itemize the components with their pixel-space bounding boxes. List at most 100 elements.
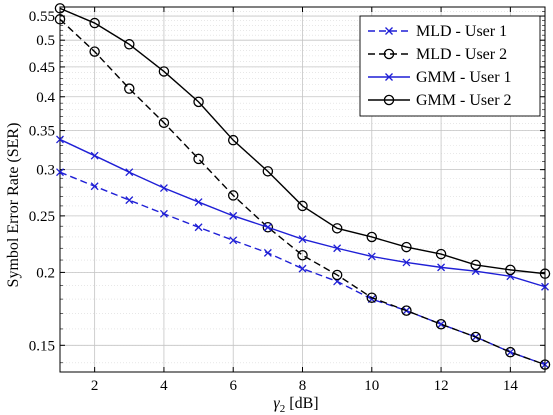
data-point — [54, 14, 66, 25]
axes: 0.15 0.2 0.25 0.3 0.35 0.4 0.45 0.5 0.55 2 4 6 8 10 12… — [29, 6, 546, 394]
data-point — [56, 168, 64, 177]
marker-stroke — [194, 198, 203, 207]
data-point — [194, 198, 203, 207]
legend: MLD - User 1 MLD - User 2 GMM - User 1 GMM … — [359, 15, 541, 117]
y-tick-label: 0.45 — [29, 60, 55, 76]
series-line — [59, 7, 546, 275]
legend-swatch-marker — [385, 27, 393, 35]
data-point — [227, 134, 239, 146]
data-point — [541, 360, 549, 369]
data-point — [158, 66, 170, 77]
x-axis-label-symbol: γ — [273, 395, 280, 412]
data-point — [263, 223, 272, 232]
series-2 — [54, 14, 551, 370]
data-point — [435, 248, 447, 260]
marker-stroke — [541, 360, 549, 369]
marker-stroke — [125, 196, 134, 205]
marker-stroke — [437, 263, 446, 272]
data-point — [437, 320, 446, 329]
series-line — [59, 18, 546, 366]
data-point — [193, 96, 204, 108]
x-axis-label: γ2 [dB] — [273, 395, 318, 415]
marker-stroke — [229, 211, 238, 220]
data-point — [158, 117, 170, 128]
data-point — [229, 236, 238, 245]
y-tick-label: 0.15 — [29, 338, 55, 354]
y-tick-label: 0.35 — [29, 124, 55, 140]
data-point — [227, 190, 239, 201]
data-point — [331, 269, 343, 281]
marker-stroke — [333, 244, 342, 253]
data-point — [401, 241, 412, 253]
marker-stroke — [90, 182, 99, 191]
y-tick-label: 0.55 — [29, 9, 55, 25]
data-point — [159, 209, 168, 218]
data-point — [194, 223, 203, 232]
series-group — [54, 3, 551, 370]
data-point — [331, 223, 343, 234]
data-point — [437, 263, 446, 272]
data-point — [125, 168, 134, 177]
data-point — [505, 264, 516, 276]
data-point — [506, 348, 515, 357]
data-point — [124, 83, 135, 94]
series-4 — [54, 3, 551, 279]
marker-stroke — [402, 258, 411, 267]
data-point — [333, 244, 342, 253]
data-point — [263, 248, 272, 257]
marker-stroke — [298, 235, 307, 244]
marker-stroke — [298, 264, 307, 273]
data-point — [366, 231, 378, 243]
data-point — [366, 292, 378, 303]
marker-stroke — [229, 236, 238, 245]
data-point — [124, 39, 135, 50]
data-point — [539, 268, 551, 279]
legend-label: GMM - User 2 — [416, 92, 512, 109]
x-axis-label-subscript: 2 — [280, 403, 286, 415]
y-axis-label: Symbol Error Rate (SER) — [5, 123, 22, 288]
marker-stroke — [159, 184, 168, 193]
marker-stroke — [159, 209, 168, 218]
marker-stroke — [385, 27, 393, 35]
legend-label: MLD - User 2 — [416, 46, 507, 63]
legend-label: MLD - User 1 — [416, 23, 507, 40]
x-tick-label: 8 — [299, 378, 307, 394]
data-point — [159, 184, 168, 193]
marker-stroke — [263, 223, 272, 232]
legend-label: GMM - User 1 — [416, 69, 512, 86]
data-point — [262, 222, 274, 233]
y-tick-label: 0.2 — [36, 265, 55, 281]
x-axis-label-unit: [dB] — [285, 395, 318, 412]
marker-stroke — [56, 168, 64, 177]
data-point — [470, 331, 481, 343]
data-point — [402, 258, 411, 267]
marker-stroke — [125, 168, 134, 177]
marker-stroke — [56, 135, 64, 144]
marker-stroke — [506, 348, 515, 357]
marker-stroke — [541, 282, 549, 291]
x-tick-label: 4 — [160, 378, 168, 394]
data-point — [193, 153, 204, 165]
legend-swatch-marker — [383, 94, 395, 106]
y-tick-label: 0.5 — [36, 33, 55, 49]
legend-swatch-marker — [385, 73, 393, 81]
data-point — [297, 250, 308, 261]
y-tick-label: 0.25 — [29, 209, 55, 225]
marker-stroke — [90, 151, 99, 160]
data-point — [298, 235, 307, 244]
data-point — [367, 252, 376, 261]
x-tick-label: 10 — [364, 378, 379, 394]
data-point — [297, 200, 308, 212]
legend-swatch-marker — [383, 48, 395, 60]
data-point — [90, 151, 99, 160]
marker-stroke — [367, 252, 376, 261]
marker-stroke — [263, 248, 272, 257]
data-point — [89, 17, 100, 29]
grid — [60, 7, 545, 372]
data-point — [262, 166, 274, 177]
data-point — [125, 196, 134, 205]
x-tick-label: 12 — [434, 378, 449, 394]
marker-stroke — [194, 223, 203, 232]
data-point — [435, 318, 447, 330]
